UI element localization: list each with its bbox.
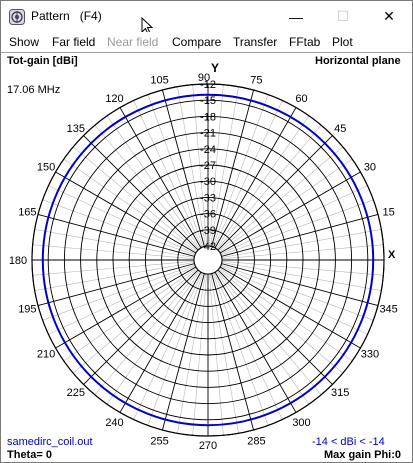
gain-point	[324, 376, 326, 378]
grid-ring	[112, 164, 304, 356]
angle-label: 195	[18, 303, 36, 315]
gain-point	[90, 142, 92, 144]
grid-ring	[96, 148, 320, 372]
gain-point	[324, 142, 326, 144]
angle-label: 330	[361, 349, 379, 361]
gain-point	[207, 94, 209, 96]
ring-label: -33	[200, 192, 216, 204]
angle-label: 75	[250, 74, 262, 86]
ring-label: -27	[200, 160, 216, 172]
menu-plot[interactable]: Plot	[332, 35, 353, 49]
title-bar[interactable]: Pattern (F4) — ☐ ✕	[1, 1, 412, 35]
gain-point	[366, 302, 369, 304]
angle-label: 180	[9, 255, 27, 267]
x-axis-marker: X	[388, 249, 396, 261]
gain-point	[64, 176, 66, 178]
gain-point	[290, 402, 292, 404]
gain-point	[42, 259, 44, 261]
ring-label: -18	[200, 111, 216, 123]
close-button[interactable]: ✕	[383, 8, 395, 24]
polar-chart[interactable]: -12 -15 -18 -21 -24 -27 -30 -33 -36 -39 -42 105 90 75…	[1, 53, 412, 463]
angle-label: 60	[295, 93, 307, 105]
ring-label: -39	[200, 225, 216, 237]
angle-label: 30	[364, 162, 376, 174]
gain-point	[124, 116, 126, 118]
angle-label: 135	[67, 123, 85, 135]
menu-fftab[interactable]: FFtab	[289, 35, 321, 49]
angle-label: 285	[247, 436, 265, 448]
grid-ring	[177, 229, 239, 291]
outer-ring	[31, 83, 385, 437]
gain-point	[250, 418, 252, 421]
angle-label: 15	[383, 207, 395, 219]
gain-point	[47, 216, 50, 218]
inner-ring	[193, 245, 223, 275]
angle-label: 345	[379, 303, 397, 315]
angle-label: 300	[292, 417, 310, 429]
maximize-button[interactable]: ☐	[336, 8, 350, 24]
menu-bar: Show Far field Near field Compare Transf…	[1, 32, 412, 52]
ring-label: -42	[200, 241, 216, 253]
y-axis-marker: Y	[211, 61, 220, 75]
angle-label: 120	[105, 93, 123, 105]
gain-point	[90, 376, 92, 378]
grid-ring	[128, 180, 288, 340]
ring-label: -15	[200, 95, 216, 107]
ring-label: -12	[200, 79, 216, 91]
angle-label: 225	[67, 387, 85, 399]
gain-point	[350, 342, 352, 344]
window-title: Pattern (F4)	[31, 9, 102, 23]
gain-point	[372, 259, 374, 261]
ring-label: -21	[200, 128, 216, 140]
gain-point	[64, 342, 66, 344]
ring-label: -30	[200, 176, 216, 188]
plane-label: Horizontal plane	[315, 55, 401, 67]
gain-point	[350, 176, 352, 178]
gain-point	[124, 402, 126, 404]
gain-point	[164, 99, 166, 102]
gain-point	[250, 99, 252, 102]
minimize-button[interactable]: —	[289, 8, 303, 25]
gain-point	[207, 424, 209, 426]
menu-compare[interactable]: Compare	[172, 35, 222, 49]
angle-label: 90	[198, 72, 210, 84]
menu-transfer[interactable]: Transfer	[233, 35, 278, 49]
file-name: samedirc_coil.out	[7, 436, 93, 448]
max-gain-label: Max gain Phi:0	[324, 449, 402, 461]
angle-label: 255	[150, 436, 168, 448]
gain-range: -14 < dBi < -14	[312, 436, 385, 448]
ring-label: -36	[200, 209, 216, 221]
grid-ring	[80, 132, 336, 388]
grid-ring	[47, 99, 369, 421]
angle-label: 240	[105, 417, 123, 429]
grid-ring	[63, 115, 353, 405]
gain-point	[164, 418, 166, 421]
grid-ring	[144, 196, 272, 324]
menu-near-field[interactable]: Near field	[107, 35, 159, 49]
angle-label: 210	[37, 349, 55, 361]
frequency-label: 17.06 MHz	[7, 84, 61, 96]
y-axis-title: Tot-gain [dBi]	[7, 55, 78, 67]
angle-label: 315	[331, 387, 349, 399]
angle-label: 165	[18, 207, 36, 219]
plot-area[interactable]: -12 -15 -18 -21 -24 -27 -30 -33 -36 -39 -42 105 90 75…	[1, 52, 412, 463]
gain-point	[290, 116, 292, 118]
app-icon	[9, 9, 25, 25]
gain-point	[366, 216, 369, 218]
angle-label: 150	[37, 162, 55, 174]
gain-point	[47, 302, 50, 304]
angle-label: 270	[199, 440, 217, 452]
menu-far-field[interactable]: Far field	[52, 35, 96, 49]
theta-value: Theta= 0	[7, 449, 52, 461]
ring-label: -24	[200, 144, 216, 156]
angle-label: 105	[150, 74, 168, 86]
grid-ring	[161, 213, 255, 307]
menu-show[interactable]: Show	[9, 35, 40, 49]
angle-label: 45	[334, 123, 346, 135]
